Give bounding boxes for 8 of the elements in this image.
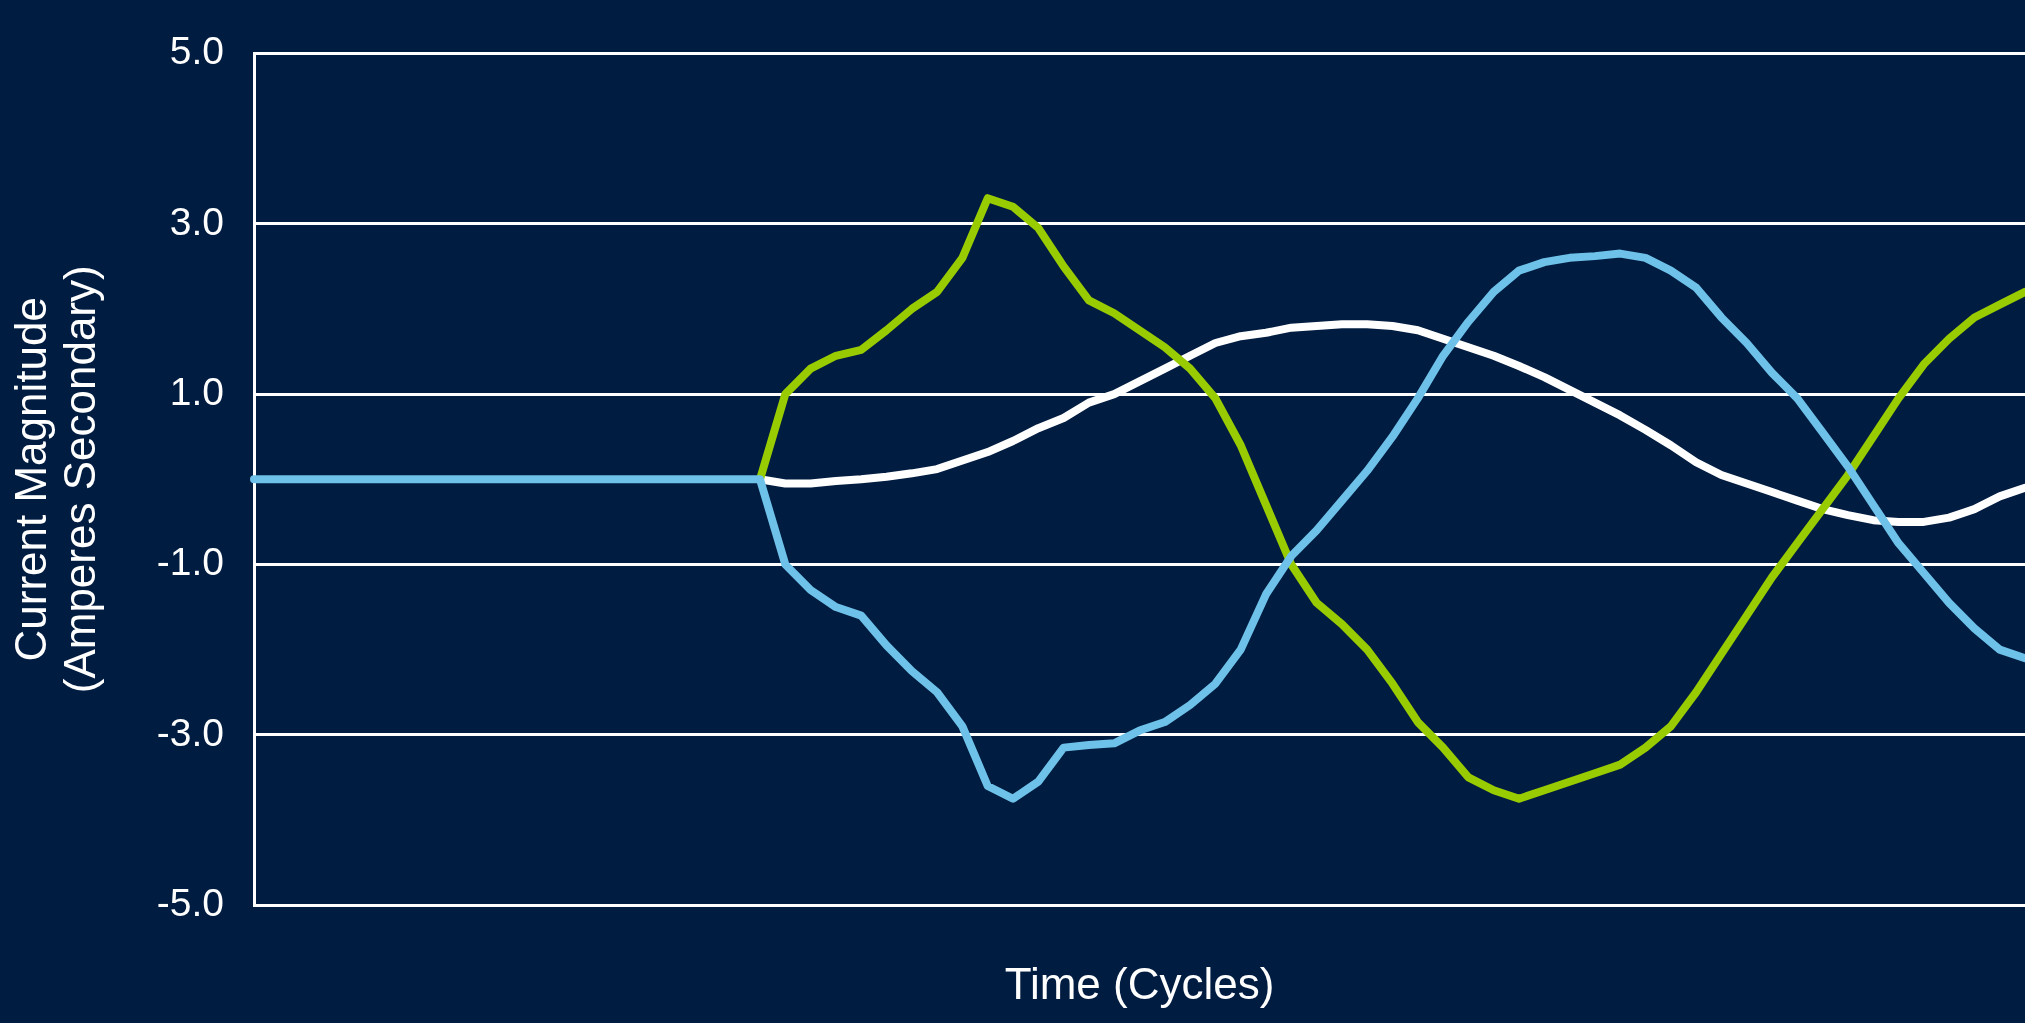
x-axis-title: Time (Cycles)	[1004, 958, 1275, 1008]
y-axis-title: Current Magnitude (Amperes Secondary)	[6, 265, 104, 694]
y-tick-label: 3.0	[169, 199, 224, 243]
y-tick-label: -5.0	[156, 880, 224, 924]
y-tick-label: 5.0	[169, 29, 224, 73]
y-tick-label: -3.0	[156, 710, 224, 754]
y-tick-label: 1.0	[169, 369, 224, 413]
y-tick-label: -1.0	[156, 540, 224, 584]
